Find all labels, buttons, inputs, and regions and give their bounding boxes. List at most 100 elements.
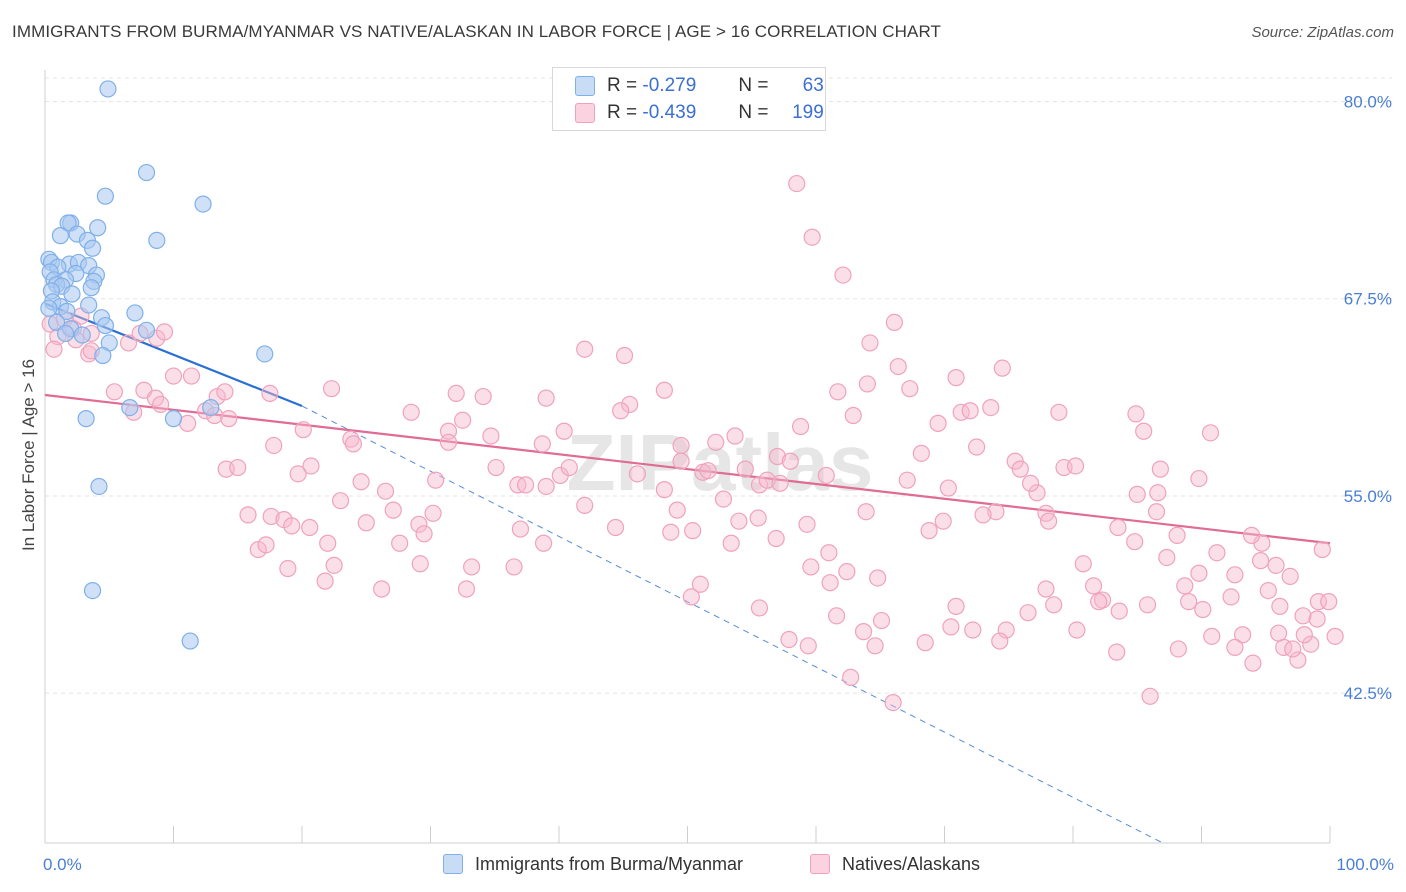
data-point (83, 239, 102, 257)
data-point (1138, 596, 1157, 614)
legend-swatch-burma (575, 76, 595, 96)
data-point (699, 462, 717, 480)
data-point (505, 558, 523, 576)
data-point (487, 458, 505, 477)
legend-r-value: -0.439 (642, 102, 697, 123)
y-tick-label: 42.5% (1344, 684, 1392, 703)
data-point (1068, 621, 1086, 639)
data-point (1028, 484, 1046, 502)
data-point (534, 534, 553, 552)
data-point (463, 558, 481, 576)
data-point (1021, 474, 1040, 492)
data-point (1190, 564, 1208, 582)
x-tick-label-max: 100.0% (1336, 855, 1394, 874)
data-point (105, 383, 123, 401)
data-point (439, 433, 458, 451)
data-point (1109, 518, 1127, 537)
series-label-burma: Immigrants from Burma/Myanmar (475, 853, 744, 874)
data-point (1271, 597, 1289, 615)
data-point (834, 266, 852, 284)
data-point (164, 410, 183, 428)
data-point (749, 509, 767, 527)
data-point (1302, 635, 1320, 653)
data-point (182, 367, 201, 385)
data-point (45, 340, 63, 358)
data-point (1267, 556, 1285, 574)
y-tick-label: 80.0% (1344, 93, 1392, 112)
axes (44, 70, 1331, 844)
data-point (89, 219, 107, 237)
data-point (257, 536, 275, 554)
data-point (947, 369, 965, 387)
data-point (991, 632, 1009, 650)
data-point (714, 490, 733, 508)
series-swatch-burma (443, 854, 463, 874)
data-point (781, 452, 799, 470)
legend-row-burma: R = -0.279 N = 63 (575, 74, 824, 98)
data-point (838, 563, 856, 581)
data-point (261, 384, 279, 402)
data-point (1243, 526, 1261, 544)
data-point (1295, 626, 1313, 644)
data-point (40, 299, 58, 317)
data-point (869, 569, 887, 587)
correlation-legend: R = -0.279 N = 63 R = -0.439 N = 199 (552, 67, 826, 131)
data-point (376, 482, 395, 500)
data-point (391, 534, 409, 552)
data-point (256, 345, 274, 363)
data-point (612, 402, 630, 420)
data-point (844, 406, 862, 425)
data-point (1203, 627, 1221, 645)
data-point (384, 501, 402, 519)
data-point (1234, 626, 1252, 644)
data-point (655, 381, 673, 399)
series-legend-burma: Immigrants from Burma/Myanmar (443, 851, 743, 877)
data-point (576, 496, 594, 515)
data-point (1074, 555, 1092, 573)
data-point (1308, 610, 1326, 628)
data-point (1151, 460, 1169, 478)
data-point (768, 447, 787, 466)
data-point (447, 384, 465, 402)
data-point (898, 471, 916, 489)
data-point (750, 599, 769, 617)
data-point (121, 398, 139, 417)
data-point (736, 460, 754, 478)
chart-title: IMMIGRANTS FROM BURMA/MYANMAR VS NATIVE/… (12, 22, 941, 41)
data-point (1168, 526, 1186, 544)
data-point (1108, 643, 1126, 661)
data-point (799, 637, 817, 655)
data-point (1252, 552, 1270, 570)
data-point (83, 581, 102, 600)
data-point (872, 611, 891, 630)
series-label-natives: Natives/Alaskans (842, 853, 981, 874)
data-point (181, 632, 199, 650)
data-point (730, 512, 748, 530)
data-point (47, 313, 66, 332)
data-point (788, 174, 806, 193)
data-point (817, 466, 835, 485)
data-point (148, 231, 166, 249)
data-point (1050, 403, 1068, 421)
data-point (1169, 640, 1187, 658)
data-point (322, 380, 341, 398)
data-point (912, 444, 930, 462)
data-point (885, 313, 903, 332)
data-point (767, 529, 785, 548)
data-point (576, 340, 594, 358)
y-tick-label: 67.5% (1344, 290, 1392, 309)
data-point (516, 476, 535, 494)
data-point (628, 465, 646, 483)
data-point (1201, 424, 1220, 442)
data-point (803, 228, 821, 246)
data-point (82, 279, 100, 297)
data-point (1222, 588, 1240, 606)
data-point (1158, 548, 1176, 567)
data-point (691, 575, 709, 593)
data-point (771, 474, 789, 492)
data-point (415, 525, 433, 543)
data-point (331, 492, 350, 510)
data-point (1284, 640, 1302, 658)
data-point (1208, 544, 1226, 562)
legend-r-label: R = (607, 75, 638, 96)
